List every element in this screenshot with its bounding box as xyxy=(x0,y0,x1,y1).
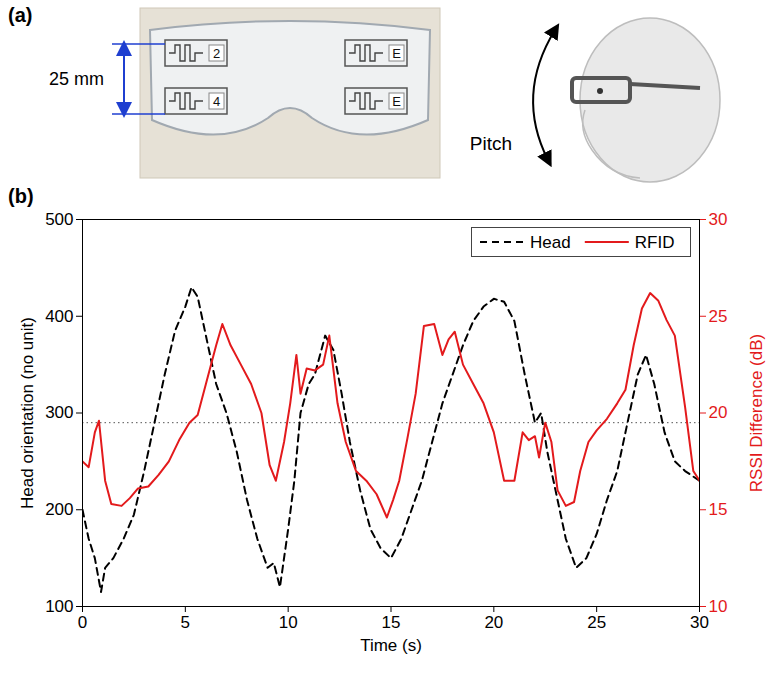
svg-text:4: 4 xyxy=(213,94,220,109)
svg-text:15: 15 xyxy=(382,613,401,632)
svg-text:Head: Head xyxy=(530,233,571,252)
svg-text:500: 500 xyxy=(45,210,73,229)
svg-text:25: 25 xyxy=(709,307,728,326)
svg-text:30: 30 xyxy=(690,613,709,632)
svg-text:15: 15 xyxy=(709,500,728,519)
svg-text:200: 200 xyxy=(45,500,73,519)
html-text:(b): (b) xyxy=(8,185,34,207)
svg-text:20: 20 xyxy=(484,613,503,632)
svg-text:E: E xyxy=(392,94,401,109)
svg-text:10: 10 xyxy=(279,613,298,632)
svg-text:30: 30 xyxy=(709,210,728,229)
svg-text:300: 300 xyxy=(45,403,73,422)
svg-text:25: 25 xyxy=(587,613,606,632)
svg-text:400: 400 xyxy=(45,307,73,326)
svg-text:Pitch: Pitch xyxy=(470,133,512,154)
svg-text:(a): (a) xyxy=(8,4,32,26)
svg-text:25 mm: 25 mm xyxy=(49,69,104,89)
svg-text:Head orientation (no unit): Head orientation (no unit) xyxy=(18,317,37,509)
svg-text:0: 0 xyxy=(78,613,87,632)
svg-text:RFID: RFID xyxy=(635,233,675,252)
svg-text:5: 5 xyxy=(181,613,190,632)
svg-text:2: 2 xyxy=(213,46,220,61)
svg-text:Time (s): Time (s) xyxy=(360,636,422,655)
svg-text:20: 20 xyxy=(709,403,728,422)
svg-text:E: E xyxy=(392,46,401,61)
svg-text:RSSI Difference (dB): RSSI Difference (dB) xyxy=(747,334,766,492)
svg-text:10: 10 xyxy=(709,597,728,616)
svg-text:100: 100 xyxy=(45,597,73,616)
